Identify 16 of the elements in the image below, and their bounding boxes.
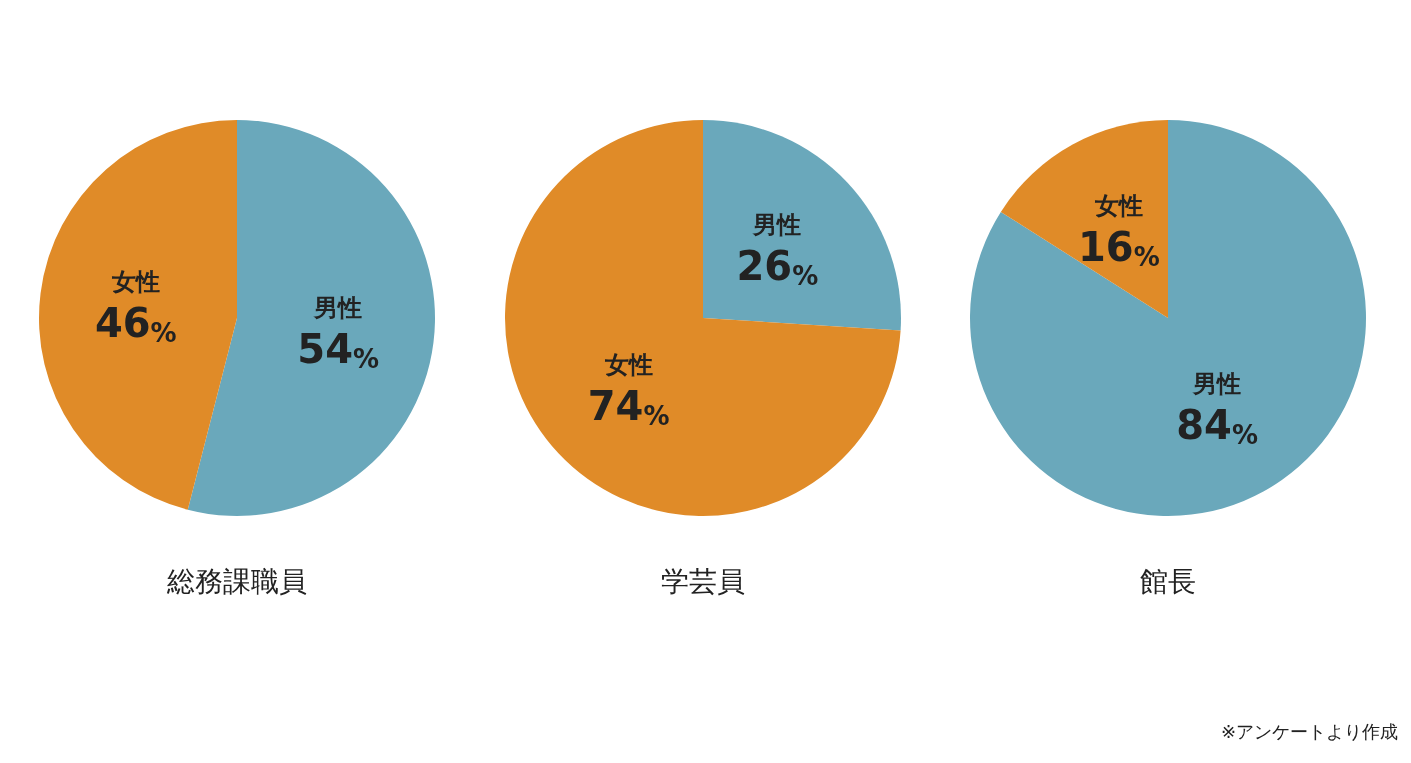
- data-label: 54%: [297, 325, 380, 374]
- data-label: 84%: [1176, 402, 1258, 451]
- slice-label: 女性: [110, 268, 160, 297]
- text: ※アンケートより作成: [1220, 720, 1398, 742]
- data-label: 74%: [587, 382, 670, 431]
- slice-label: 男性: [313, 293, 363, 322]
- slice-label: 女性: [1093, 191, 1143, 220]
- text: 総務課職員: [166, 564, 307, 598]
- text: 館長: [1140, 564, 1196, 598]
- data-label: 16%: [1078, 223, 1160, 272]
- slice-label: 女性: [603, 350, 653, 379]
- data-label: 26%: [736, 243, 819, 292]
- slice-label: 男性: [752, 211, 802, 240]
- text: 学芸員: [661, 564, 745, 598]
- data-label: 46%: [94, 300, 177, 349]
- slice-label: 男性: [1192, 370, 1242, 399]
